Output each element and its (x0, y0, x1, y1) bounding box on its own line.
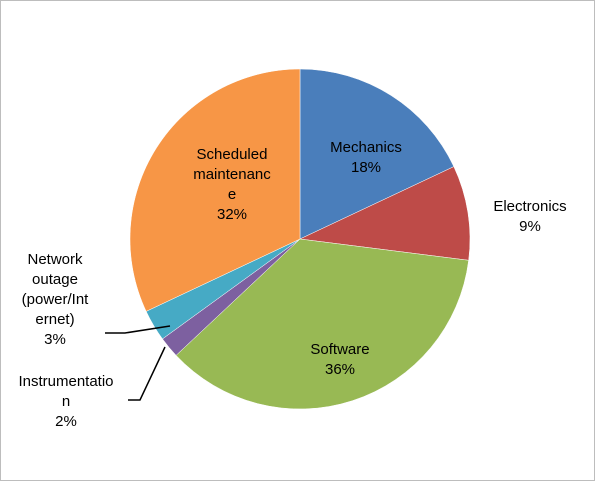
pie-slice (299, 68, 455, 240)
value-label: 32% (216, 206, 248, 223)
value-label: 2% (55, 413, 77, 430)
category-label: Scheduled maintenance (193, 146, 271, 203)
value-label: 18% (350, 159, 382, 176)
value-label: 36% (324, 361, 356, 378)
data-label: Scheduled maintenance 32% (190, 145, 275, 225)
leader-line (128, 346, 166, 401)
data-label: Electronics 9% (475, 197, 585, 237)
value-label: 9% (519, 218, 541, 235)
data-label: Instrumentation 2% (16, 372, 116, 432)
data-label: Software 36% (285, 340, 395, 380)
data-label: Network outage (power/Internet) 3% (18, 250, 93, 350)
category-label: Electronics (493, 198, 567, 215)
data-label: Mechanics 18% (311, 138, 421, 178)
category-label: Instrumentation (18, 373, 114, 410)
category-label: Software (310, 341, 370, 358)
value-label: 3% (44, 331, 66, 348)
pie-slice (129, 68, 301, 312)
pie (129, 68, 471, 410)
category-label: Mechanics (330, 139, 402, 156)
category-label: Network outage (power/Internet) (21, 251, 89, 328)
pie-slice (299, 166, 471, 261)
pie-slice (175, 238, 469, 410)
leader-line (105, 325, 171, 334)
